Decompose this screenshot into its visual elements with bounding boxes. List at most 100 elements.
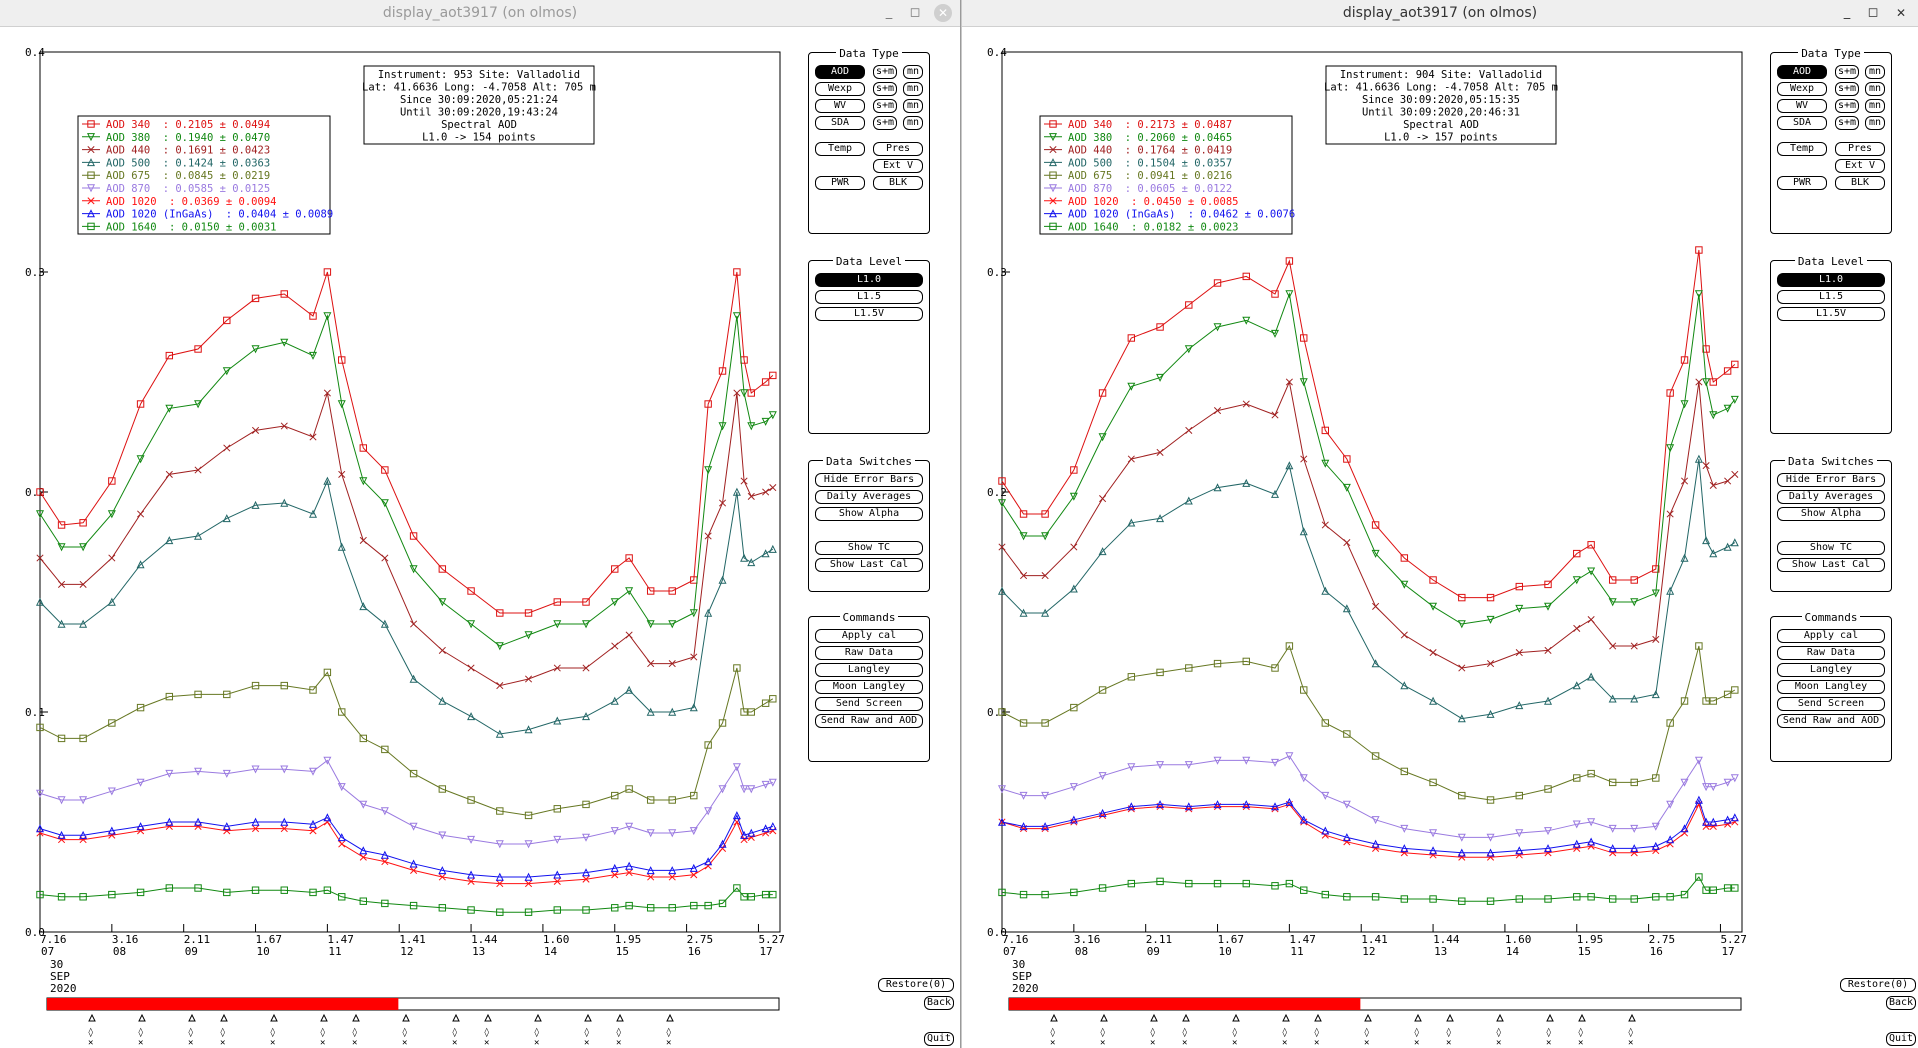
x-tick-hour-label: 09 [185,945,198,958]
marker-diamond: ◊ [88,1027,93,1038]
data-point [733,818,741,826]
apply-cal-button[interactable]: Apply cal [1777,629,1885,643]
data-point [1041,791,1050,800]
data-point [1300,334,1308,342]
data-point [1544,827,1553,836]
panel-title-text: Data Type [1798,47,1864,60]
ext-v-button[interactable]: Ext V [873,159,923,173]
data-point [668,866,677,875]
data-type-wexp[interactable]: Wexp [1777,82,1827,96]
data-point [718,899,727,908]
data-point [647,660,655,668]
data-point [1429,576,1437,584]
s-plus-m-button[interactable]: s+m [1835,82,1859,96]
moon-langley-button[interactable]: Moon Langley [815,680,923,694]
ext-v-button[interactable]: Ext V [1835,159,1885,173]
s-plus-m-button[interactable]: s+m [873,82,897,96]
pwr-button[interactable]: PWR [1777,176,1827,190]
level-l1-5[interactable]: L1.5 [815,290,923,304]
title-bar[interactable]: display_aot3917 (on olmos) _ ◻ ✕ [0,0,960,27]
mn-button[interactable]: mn [1865,82,1885,96]
temp-button[interactable]: Temp [1777,142,1827,156]
mn-button[interactable]: mn [903,82,923,96]
data-point [1608,895,1617,903]
daily-averages-button[interactable]: Daily Averages [815,490,923,504]
show-tc-button[interactable]: Show TC [815,541,923,555]
show-alpha-button[interactable]: Show Alpha [815,507,923,521]
data-point [1723,884,1732,892]
data-type-wexp[interactable]: Wexp [815,82,865,96]
mn-button[interactable]: mn [1865,99,1885,113]
mn-button[interactable]: mn [1865,116,1885,130]
back-button[interactable]: Back [924,996,954,1010]
data-type-aod[interactable]: AOD [1777,65,1827,79]
s-plus-m-button[interactable]: s+m [873,65,897,79]
send-screen-button[interactable]: Send Screen [1777,697,1885,711]
data-point [1019,822,1028,831]
raw-data-button[interactable]: Raw Data [815,646,923,660]
data-type-sda[interactable]: SDA [815,116,865,130]
minimize-button[interactable]: _ [885,5,893,20]
mn-button[interactable]: mn [1865,65,1885,79]
mn-button[interactable]: mn [903,99,923,113]
quit-button[interactable]: Quit [924,1032,954,1046]
level-l1-0[interactable]: L1.0 [1777,273,1885,287]
langley-button[interactable]: Langley [1777,663,1885,677]
level-l1-5v[interactable]: L1.5V [815,307,923,321]
level-l1-5[interactable]: L1.5 [1777,290,1885,304]
data-point [79,580,87,588]
mn-button[interactable]: mn [903,65,923,79]
blk-button[interactable]: BLK [873,176,923,190]
title-bar[interactable]: display_aot3917 (on olmos) _ ◻ ✕ [962,0,1918,27]
temp-button[interactable]: Temp [815,142,865,156]
data-point [1630,576,1638,584]
data-point [495,642,504,651]
pres-button[interactable]: Pres [1835,142,1885,156]
daily-averages-button[interactable]: Daily Averages [1777,490,1885,504]
moon-langley-button[interactable]: Moon Langley [1777,680,1885,694]
data-type-sda[interactable]: SDA [1777,116,1827,130]
level-l1-5v[interactable]: L1.5V [1777,307,1885,321]
s-plus-m-button[interactable]: s+m [1835,65,1859,79]
mn-button[interactable]: mn [903,116,923,130]
data-point [137,510,145,518]
send-raw-and-aod-button[interactable]: Send Raw and AOD [1777,714,1885,728]
legend-value: : 0.0585 ± 0.0125 [163,183,270,195]
maximize-button[interactable]: ◻ [1867,5,1879,20]
langley-button[interactable]: Langley [815,663,923,677]
show-last-cal-button[interactable]: Show Last Cal [1777,558,1885,572]
level-l1-0[interactable]: L1.0 [815,273,923,287]
back-button[interactable]: Back [1886,996,1916,1010]
maximize-button[interactable]: ◻ [909,5,921,20]
quit-button[interactable]: Quit [1886,1032,1916,1046]
data-type-wv[interactable]: WV [815,99,865,113]
series-line [1001,798,1735,854]
show-last-cal-button[interactable]: Show Last Cal [815,558,923,572]
data-point [646,829,655,838]
raw-data-button[interactable]: Raw Data [1777,646,1885,660]
data-point [1156,761,1165,770]
hide-error-bars-button[interactable]: Hide Error Bars [815,473,923,487]
show-tc-button[interactable]: Show TC [1777,541,1885,555]
s-plus-m-button[interactable]: s+m [1835,99,1859,113]
s-plus-m-button[interactable]: s+m [1835,116,1859,130]
pres-button[interactable]: Pres [873,142,923,156]
hide-error-bars-button[interactable]: Hide Error Bars [1777,473,1885,487]
apply-cal-button[interactable]: Apply cal [815,629,923,643]
restore-button[interactable]: Restore(0) [1840,978,1916,992]
close-button[interactable]: ✕ [1895,6,1907,20]
s-plus-m-button[interactable]: s+m [873,99,897,113]
send-raw-and-aod-button[interactable]: Send Raw and AOD [815,714,923,728]
show-alpha-button[interactable]: Show Alpha [1777,507,1885,521]
data-type-aod[interactable]: AOD [815,65,865,79]
send-screen-button[interactable]: Send Screen [815,697,923,711]
pwr-button[interactable]: PWR [815,176,865,190]
minimize-button[interactable]: _ [1843,5,1851,20]
restore-button[interactable]: Restore(0) [878,978,954,992]
x-tick-top-label: 5.27 [1720,933,1747,946]
s-plus-m-button[interactable]: s+m [873,116,897,130]
data-point [222,769,231,778]
data-type-wv[interactable]: WV [1777,99,1827,113]
blk-button[interactable]: BLK [1835,176,1885,190]
close-button[interactable]: ✕ [934,4,952,22]
